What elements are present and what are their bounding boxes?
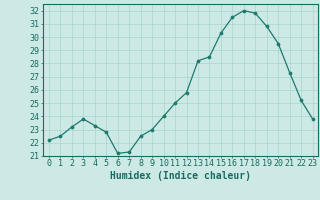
X-axis label: Humidex (Indice chaleur): Humidex (Indice chaleur)	[110, 171, 251, 181]
